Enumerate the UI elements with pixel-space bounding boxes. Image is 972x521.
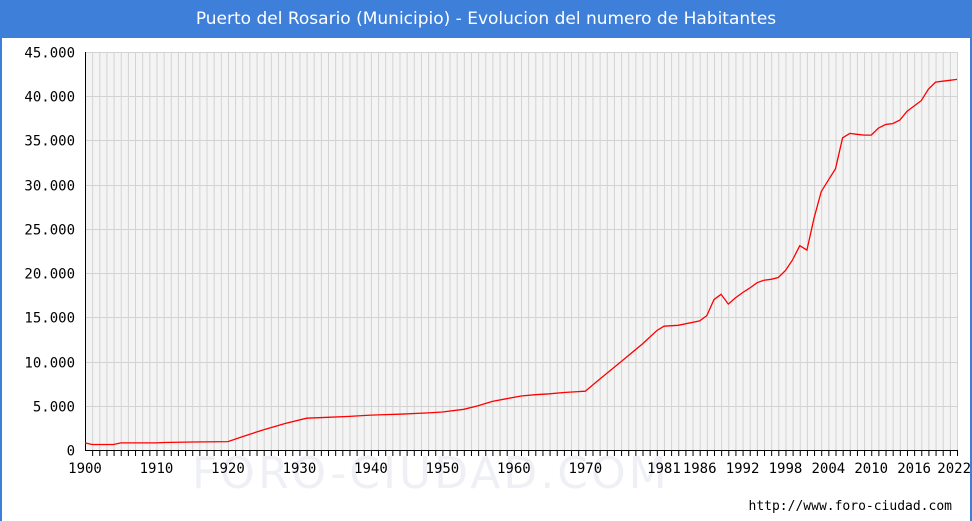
x-tick-label: 1900 [68,461,102,477]
x-tick-label: 1986 [683,461,717,477]
y-tick-label: 25.000 [24,223,75,239]
x-tick-label: 2010 [854,461,888,477]
y-tick-label: 35.000 [24,134,75,150]
y-tick-label: 15.000 [24,311,75,327]
x-tick-label: 2022 [937,461,971,477]
y-tick-label: 0 [67,444,75,460]
x-tick-label: 1970 [568,461,602,477]
x-tick-label: 1950 [426,461,460,477]
x-tick-label: 1920 [211,461,245,477]
x-tick-label: 2016 [897,461,931,477]
x-tick-label: 1910 [140,461,174,477]
y-tick-label: 45.000 [24,46,75,62]
x-tick-label: 2004 [811,461,845,477]
y-axis-labels: 0 5.000 10.000 15.000 20.000 25.000 30.000 35.0… [24,46,75,460]
watermark: FORO-CIUDAD.COM [192,448,670,499]
vertical-gridlines [92,52,958,450]
y-tick-label: 5.000 [33,400,75,416]
series-group [84,78,958,446]
series-line [84,78,958,446]
chart-title: Puerto del Rosario (Municipio) - Evoluci… [2,0,970,38]
x-tick-label: 1981 [647,461,681,477]
y-tick-label: 10.000 [24,356,75,372]
x-tick-label: 1940 [354,461,388,477]
x-tick-label: 1930 [283,461,317,477]
y-tick-label: 20.000 [24,267,75,283]
source-url: http://www.foro-ciudad.com [748,499,953,514]
x-axis-labels: 1900 1910 1920 1930 1940 1950 1960 1970 1981 1986… [68,461,971,477]
x-axis-ticks [92,450,958,456]
y-tick-label: 40.000 [24,90,75,106]
x-tick-label: 1960 [497,461,531,477]
x-tick-label: 1998 [769,461,803,477]
x-tick-label: 1992 [726,461,760,477]
y-tick-label: 30.000 [24,179,75,195]
